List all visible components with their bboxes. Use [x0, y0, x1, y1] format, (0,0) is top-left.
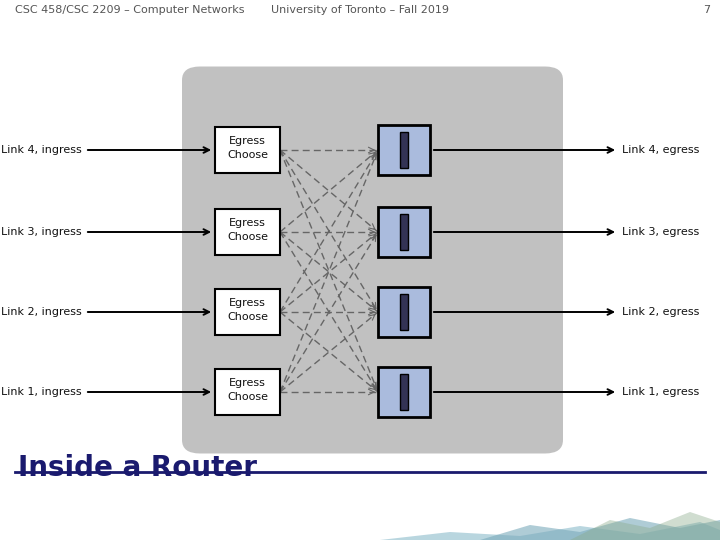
- Polygon shape: [480, 518, 720, 540]
- Text: Inside a Router: Inside a Router: [18, 454, 257, 482]
- Polygon shape: [570, 512, 720, 540]
- FancyBboxPatch shape: [182, 66, 563, 454]
- Text: Egress: Egress: [229, 218, 266, 228]
- Text: Link 4, ingress: Link 4, ingress: [1, 145, 82, 155]
- Text: Link 1, ingress: Link 1, ingress: [1, 387, 82, 397]
- Text: Link 3, egress: Link 3, egress: [622, 227, 699, 237]
- Polygon shape: [380, 522, 720, 540]
- Text: Choose: Choose: [227, 150, 268, 160]
- Text: Link 2, ingress: Link 2, ingress: [1, 307, 82, 317]
- Text: Egress: Egress: [229, 136, 266, 146]
- FancyBboxPatch shape: [400, 132, 408, 168]
- Text: Link 3, ingress: Link 3, ingress: [1, 227, 82, 237]
- FancyBboxPatch shape: [378, 125, 430, 175]
- Text: Link 4, egress: Link 4, egress: [622, 145, 699, 155]
- Text: CSC 458/CSC 2209 – Computer Networks: CSC 458/CSC 2209 – Computer Networks: [15, 5, 245, 15]
- FancyBboxPatch shape: [400, 214, 408, 250]
- Text: Egress: Egress: [229, 378, 266, 388]
- FancyBboxPatch shape: [215, 127, 280, 173]
- Text: Choose: Choose: [227, 312, 268, 322]
- Text: Choose: Choose: [227, 232, 268, 242]
- Text: Egress: Egress: [229, 298, 266, 308]
- FancyBboxPatch shape: [378, 367, 430, 417]
- FancyBboxPatch shape: [400, 374, 408, 410]
- FancyBboxPatch shape: [215, 209, 280, 255]
- Text: Choose: Choose: [227, 392, 268, 402]
- FancyBboxPatch shape: [215, 289, 280, 335]
- Text: Link 1, egress: Link 1, egress: [622, 387, 699, 397]
- FancyBboxPatch shape: [400, 294, 408, 330]
- FancyBboxPatch shape: [378, 207, 430, 257]
- FancyBboxPatch shape: [215, 369, 280, 415]
- Text: Link 2, egress: Link 2, egress: [622, 307, 699, 317]
- FancyBboxPatch shape: [378, 287, 430, 337]
- Text: University of Toronto – Fall 2019: University of Toronto – Fall 2019: [271, 5, 449, 15]
- Text: 7: 7: [703, 5, 710, 15]
